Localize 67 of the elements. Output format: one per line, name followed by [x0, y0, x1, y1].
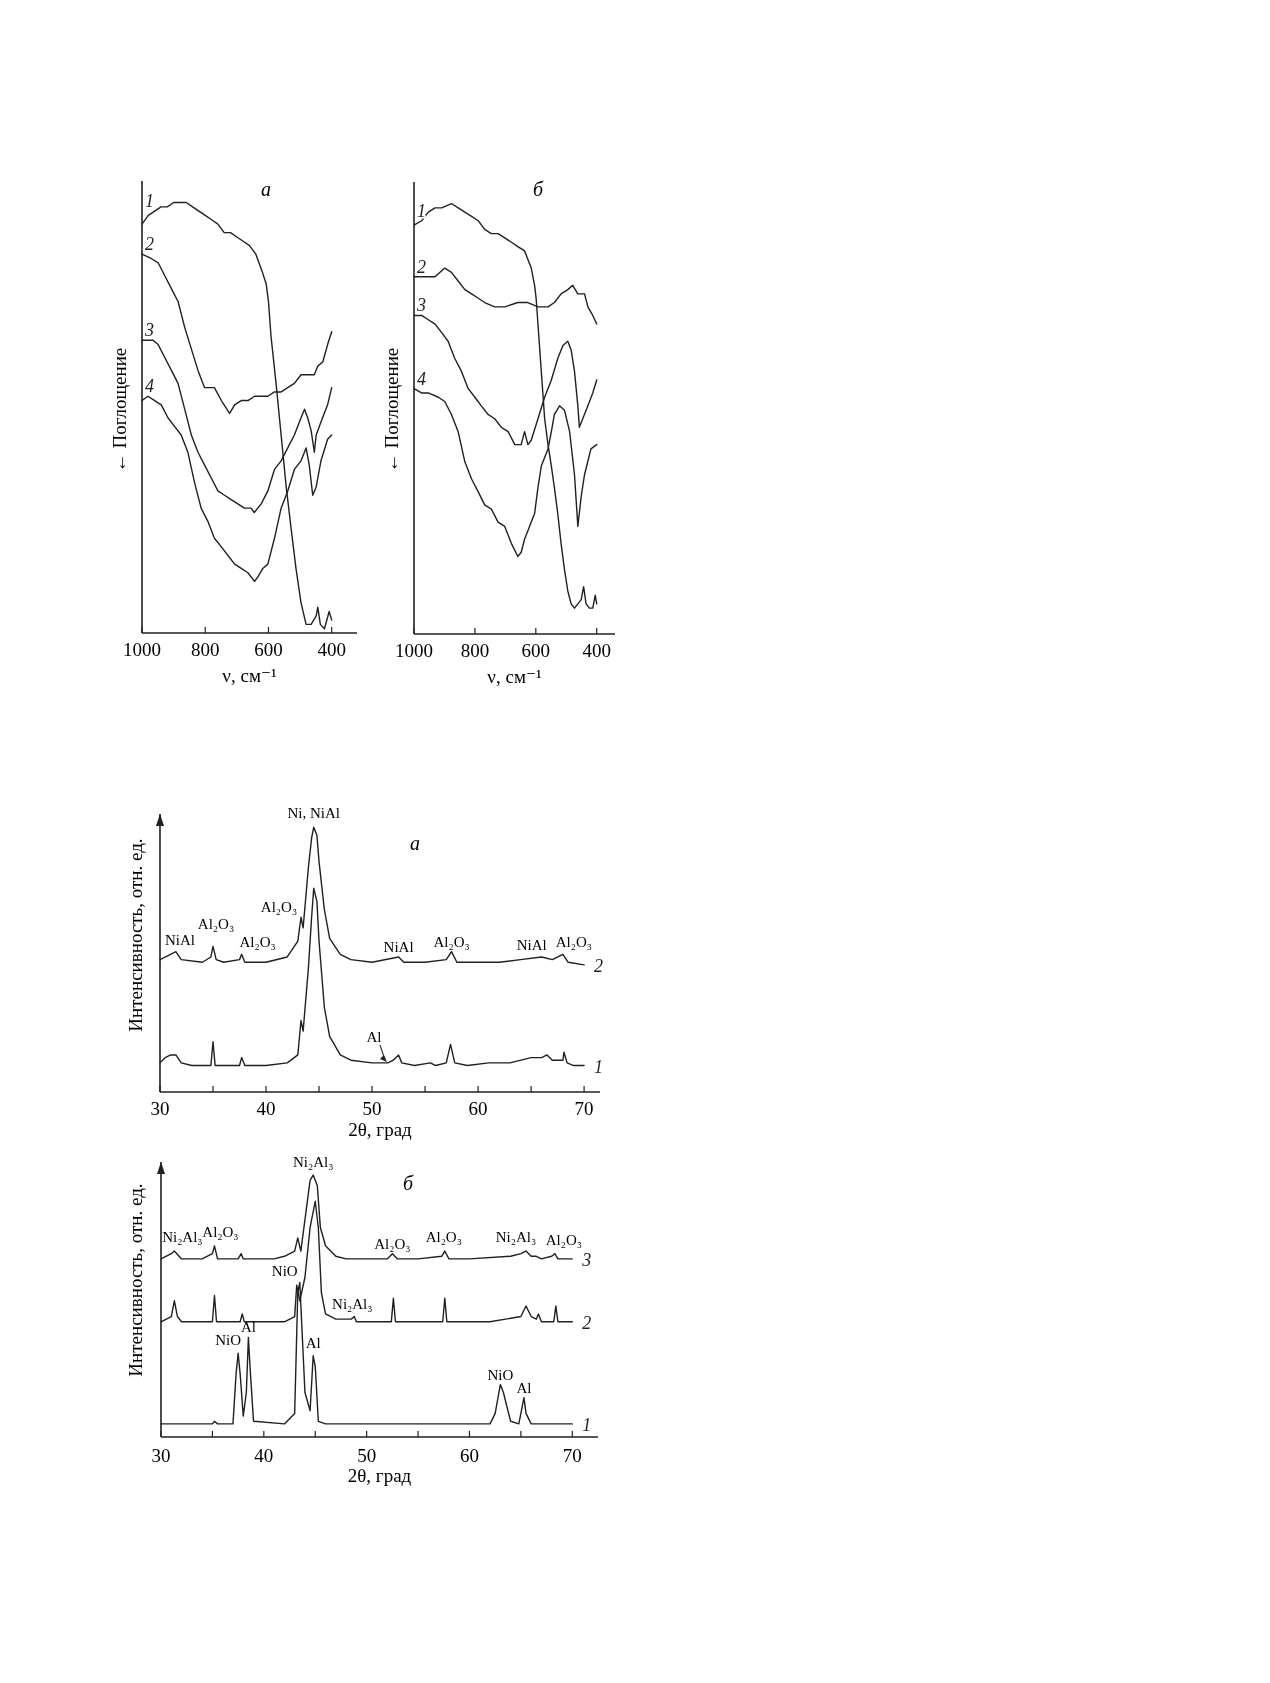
annotation: Al [366, 1028, 382, 1045]
series-label: 1 [594, 1056, 604, 1077]
annotation: Al [240, 1319, 256, 1336]
annotation: NiO [215, 1332, 242, 1349]
x-tick-label: 50 [362, 1098, 382, 1119]
annotation: NiAl [164, 931, 195, 948]
y-axis-title: Интенсивность, отн. ед. [125, 838, 146, 1032]
annotation: Al [516, 1379, 532, 1396]
annotation: Al₂O₃ [239, 934, 276, 951]
x-tick-label: 70 [562, 1445, 582, 1466]
x-tick-label: 600 [254, 639, 283, 660]
x-tick-label: 1000 [395, 640, 433, 661]
annotation: NiO [271, 1263, 298, 1280]
annotation: Al₂O₃ [260, 899, 298, 916]
annotation: Al₂O₃ [202, 1223, 239, 1240]
x-tick-label: 30 [151, 1445, 171, 1466]
x-tick-label: 400 [582, 640, 611, 661]
chart-title: а [261, 178, 271, 200]
y-axis-title: ← Поглощение [381, 347, 402, 473]
annotation: Al [305, 1334, 321, 1351]
annotation: Al₂O₃ [425, 1229, 462, 1246]
x-tick-label: 1000 [123, 639, 161, 660]
series-label: 2 [594, 955, 604, 976]
x-tick-label: 400 [317, 639, 346, 660]
annotation: Ni₂Al₃ [292, 1154, 334, 1171]
annotation: Al₂O₃ [545, 1231, 582, 1248]
series-label: 3 [144, 320, 154, 341]
annotation: Al₂O₃ [374, 1235, 411, 1252]
chart-title: а [410, 832, 420, 854]
x-tick-label: 70 [574, 1098, 594, 1119]
x-tick-label: 30 [150, 1098, 170, 1119]
x-axis-title: ν, см⁻¹ [222, 665, 277, 686]
annotation: Al₂O₃ [555, 934, 593, 951]
series-label: 3 [416, 295, 426, 316]
y-axis-title: Интенсивность, отн. ед. [125, 1183, 146, 1377]
x-tick-label: 800 [460, 640, 490, 661]
x-tick-label: 600 [521, 640, 551, 661]
series-label: 2 [145, 234, 154, 255]
x-axis-title: 2θ, град [348, 1119, 413, 1140]
annotation: Ni₂Al₃ [332, 1295, 373, 1312]
series-label: 2 [582, 1312, 592, 1333]
x-tick-label: 60 [459, 1445, 479, 1466]
x-tick-label: 40 [256, 1098, 276, 1119]
annotation: NiO [487, 1366, 514, 1383]
y-axis-title: ← Поглощение [109, 347, 130, 473]
annotation: NiAl [383, 938, 414, 955]
annotation: Al₂O₃ [197, 916, 235, 933]
annotation: Ni, NiAl [287, 805, 340, 822]
series-label: 4 [145, 376, 154, 397]
annotation: NiAl [516, 936, 547, 953]
annotation: Ni₂Al₃ [162, 1229, 203, 1246]
chart-title: б [532, 178, 544, 200]
series-label: 4 [417, 368, 426, 389]
annotation: Al₂O₃ [433, 933, 470, 950]
series-label: 2 [417, 256, 426, 277]
x-tick-label: 50 [357, 1445, 377, 1466]
x-tick-label: 60 [468, 1098, 488, 1119]
series-label: 3 [581, 1249, 592, 1270]
x-tick-label: 800 [190, 639, 220, 660]
x-axis-title: ν, см⁻¹ [487, 666, 542, 687]
series-label: 1 [582, 1414, 592, 1435]
chart-title: б [402, 1172, 414, 1194]
x-axis-title: 2θ, град [347, 1465, 412, 1486]
series-label: 1 [145, 191, 154, 212]
annotation: Ni₂Al₃ [495, 1229, 537, 1246]
series-label: 1 [417, 200, 426, 221]
x-tick-label: 40 [254, 1445, 274, 1466]
